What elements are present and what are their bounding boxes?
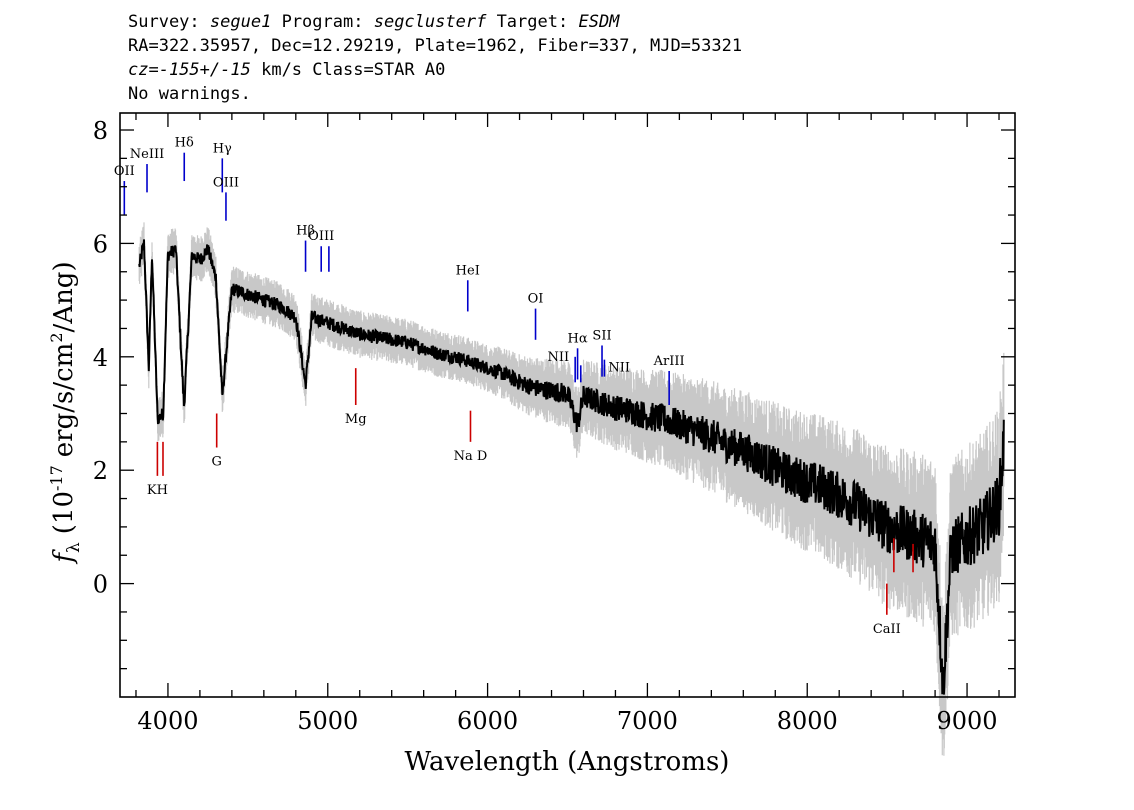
target-key: Target:: [496, 12, 569, 32]
reference-label-15: ArIII: [653, 354, 685, 369]
reference-label-21: CaII: [873, 622, 901, 637]
header-line-survey: Survey: segue1 Program: segclusterf Targ…: [128, 10, 742, 34]
plot-frame: [119, 112, 1016, 698]
cz-key: cz=: [128, 60, 159, 80]
y-tick-label: 8: [93, 117, 108, 145]
reference-label-10: NII: [548, 350, 570, 365]
reference-label-11: Hα: [568, 331, 588, 346]
cz-value: -155+/-15: [158, 60, 251, 80]
reference-label-18: G: [211, 455, 221, 470]
x-tick-label: 6000: [457, 707, 518, 735]
target-value: ESDM: [578, 12, 620, 32]
x-tick-label: 5000: [297, 707, 358, 735]
reference-label-1: NeIII: [130, 147, 164, 162]
reference-label-4: OIII: [213, 175, 239, 190]
reference-label-13: SII: [592, 328, 611, 343]
reference-label-2: Hδ: [175, 136, 194, 151]
header-line-warnings: No warnings.: [128, 84, 251, 104]
y-tick-label: 0: [93, 571, 108, 599]
survey-key: Survey:: [128, 12, 200, 32]
reference-label-8: HeI: [456, 263, 480, 278]
reference-label-14: NII: [608, 361, 630, 376]
spectrum-layer: [138, 222, 1005, 756]
y-axis-unit-mid: erg/s/cm: [49, 343, 79, 458]
y-axis-unit-end: /Ang): [49, 261, 79, 332]
y-tick-label: 2: [93, 457, 108, 485]
program-key: Program:: [281, 12, 364, 32]
header-line-redshift: cz=-155+/-15 km/s Class=STAR A0: [128, 58, 742, 82]
y-tick-label: 6: [93, 230, 108, 258]
reference-label-3: Hγ: [213, 141, 232, 156]
reference-label-16: KH: [147, 483, 168, 498]
x-tick-label: 8000: [777, 707, 838, 735]
x-tick-label: 7000: [617, 707, 678, 735]
y-axis-title: fλ(10-17erg/s/cm2/Ang): [47, 261, 84, 564]
survey-value: segue1: [209, 12, 272, 32]
reference-label-20: Na D: [454, 449, 488, 464]
y-axis-symbol-sub: λ: [64, 542, 84, 553]
y-tick-label: 4: [93, 344, 108, 372]
chart-header: Survey: segue1 Program: segclusterf Targ…: [128, 10, 742, 106]
reference-label-6: OIII: [308, 229, 334, 244]
reference-label-0: OII: [114, 164, 135, 179]
header-line-coordinates: RA=322.35957, Dec=12.29219, Plate=1962, …: [128, 36, 743, 56]
y-axis-unit-exp: -17: [47, 465, 66, 491]
cz-rest: km/s Class=STAR A0: [261, 60, 446, 80]
x-axis-title: Wavelength (Angstroms): [405, 747, 730, 777]
spectrum-line-0: [138, 239, 1005, 695]
x-tick-label: 4000: [137, 707, 198, 735]
reference-label-9: OI: [528, 292, 544, 307]
y-axis-unit-start: (10: [49, 491, 79, 534]
reference-label-19: Mg: [345, 412, 367, 427]
reference-label-5: Hβ: [296, 224, 315, 239]
program-value: segclusterf: [373, 12, 487, 32]
axes-layer: 4000 5000 6000 7000 8000 9000 0 2 4 6 8: [93, 112, 1016, 735]
x-tick-label: 9000: [937, 707, 998, 735]
y-axis-unit-sq: 2: [47, 332, 66, 342]
